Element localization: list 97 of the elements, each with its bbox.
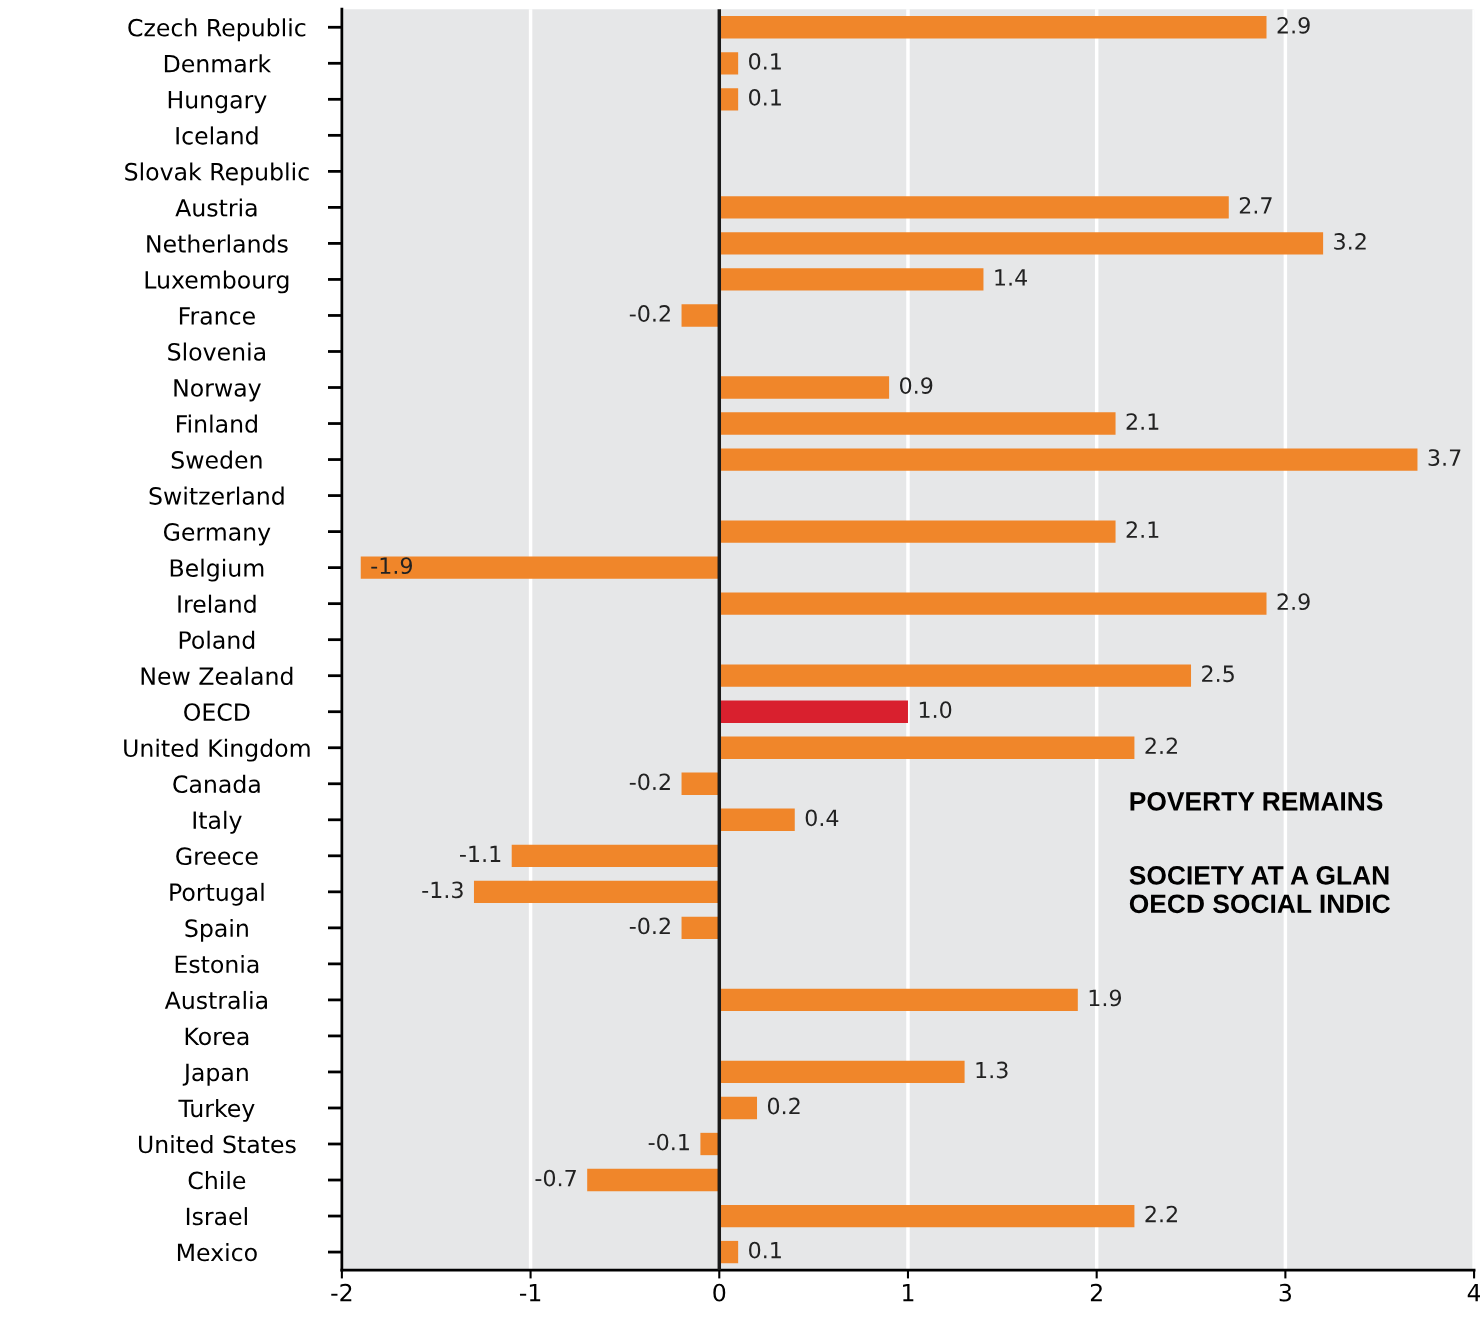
y-tick-label: Japan	[182, 1063, 248, 1086]
y-tick-label: Turkey	[178, 1099, 255, 1122]
data-label: 0.1	[749, 1241, 781, 1259]
data-label: 2.1	[1126, 413, 1159, 430]
bar	[719, 1204, 1135, 1228]
y-tick-label: Sweden	[171, 450, 262, 469]
y-tick-label: Switzerland	[149, 486, 284, 505]
bar	[719, 736, 1135, 759]
y-tick-label: Belgium	[170, 558, 264, 582]
data-label: -0.2	[629, 305, 670, 322]
bar	[719, 808, 795, 831]
data-label: -0.1	[648, 1133, 689, 1151]
y-tick-label: United States	[138, 1135, 296, 1154]
bar	[719, 412, 1116, 435]
data-label: 0.4	[805, 809, 839, 827]
bar	[719, 376, 890, 399]
y-tick-label: Portugal	[170, 882, 264, 906]
bar	[681, 772, 720, 795]
bar	[719, 196, 1229, 219]
x-tick-label: 0	[713, 1283, 726, 1302]
x-tick-label: 2	[1090, 1283, 1102, 1302]
annotation: SOCIETY AT A GLAN OECD SOCIAL INDIC	[1129, 866, 1391, 914]
data-label: 0.1	[749, 88, 781, 106]
data-label: -0.2	[629, 917, 670, 935]
data-label: -1.1	[460, 845, 501, 862]
y-tick-label: Greece	[176, 847, 258, 866]
y-tick-label: Slovenia	[168, 342, 265, 361]
data-label: 1.4	[995, 269, 1027, 286]
data-label: -0.2	[629, 773, 670, 791]
y-tick-label: Germany	[163, 523, 271, 546]
y-tick-label: Canada	[173, 774, 260, 794]
bar	[719, 988, 1078, 1012]
y-tick-label: Hungary	[168, 91, 267, 114]
bar	[719, 448, 1418, 471]
data-label: 2.2	[1145, 1205, 1177, 1223]
data-label: 3.2	[1334, 233, 1366, 250]
data-label: -0.7	[535, 1169, 576, 1187]
y-tick-label: Denmark	[164, 54, 272, 73]
y-tick-label: Netherlands	[147, 234, 288, 253]
data-label: 2.2	[1145, 737, 1177, 754]
bar	[719, 1096, 758, 1120]
bar	[719, 268, 984, 291]
y-tick-label: Italy	[193, 810, 242, 834]
x-tick-label: -1	[519, 1284, 541, 1302]
bar	[473, 880, 720, 903]
bar	[700, 1132, 720, 1156]
y-tick-label: New Zealand	[141, 666, 293, 685]
y-tick-label: Iceland	[176, 126, 258, 145]
bar	[719, 520, 1116, 543]
y-tick-label: Korea	[185, 1027, 249, 1046]
data-label: 3.7	[1428, 449, 1461, 466]
data-label: 1.0	[919, 701, 952, 719]
y-tick-label: Slovak Republic	[125, 162, 309, 186]
y-tick-label: Austria	[175, 198, 257, 217]
x-tick-label: -2	[331, 1283, 352, 1302]
data-label: 2.5	[1202, 665, 1234, 683]
x-tick-label: 1	[903, 1284, 914, 1302]
y-tick-label: Norway	[174, 379, 261, 402]
bar	[719, 592, 1267, 615]
bar	[719, 1060, 965, 1084]
y-tick-label: France	[179, 307, 255, 325]
bar	[360, 556, 720, 579]
y-tick-label: United Kingdom	[124, 738, 310, 762]
y-tick-label: Luxembourg	[145, 270, 289, 294]
x-tick-label: 4	[1467, 1284, 1480, 1302]
data-label: 1.9	[1089, 989, 1122, 1007]
y-tick-label: Spain	[185, 918, 248, 942]
data-label: 1.3	[976, 1061, 1008, 1079]
bar	[719, 16, 1267, 39]
bar	[719, 700, 908, 723]
bar	[587, 1168, 720, 1192]
data-label: 0.1	[749, 52, 781, 70]
data-label: 0.2	[767, 1097, 800, 1115]
bar	[719, 664, 1192, 687]
bar	[681, 304, 720, 327]
y-tick-label: Chile	[188, 1171, 246, 1190]
y-tick-label: Czech Republic	[128, 18, 306, 42]
data-label: 2.9	[1277, 593, 1310, 611]
y-tick-label: Ireland	[178, 594, 256, 613]
bar	[681, 916, 720, 940]
bar	[719, 232, 1324, 255]
data-label: 2.7	[1239, 197, 1272, 214]
data-label: -1.9	[371, 557, 412, 575]
data-label: 2.9	[1277, 16, 1310, 34]
data-label: 0.9	[900, 377, 933, 394]
y-tick-label: OECD	[184, 703, 250, 722]
data-label: -1.3	[422, 881, 463, 899]
bar	[511, 844, 720, 867]
y-tick-label: Israel	[186, 1207, 247, 1226]
x-tick-label: 3	[1279, 1283, 1291, 1302]
y-tick-label: Estonia	[175, 954, 259, 974]
data-label: 2.1	[1126, 521, 1159, 538]
y-tick-label: Poland	[179, 630, 255, 649]
annotation: POVERTY REMAINS	[1130, 791, 1383, 811]
y-tick-label: Finland	[177, 414, 257, 433]
y-tick-label: Australia	[164, 990, 267, 1010]
y-tick-label: Mexico	[177, 1243, 257, 1262]
